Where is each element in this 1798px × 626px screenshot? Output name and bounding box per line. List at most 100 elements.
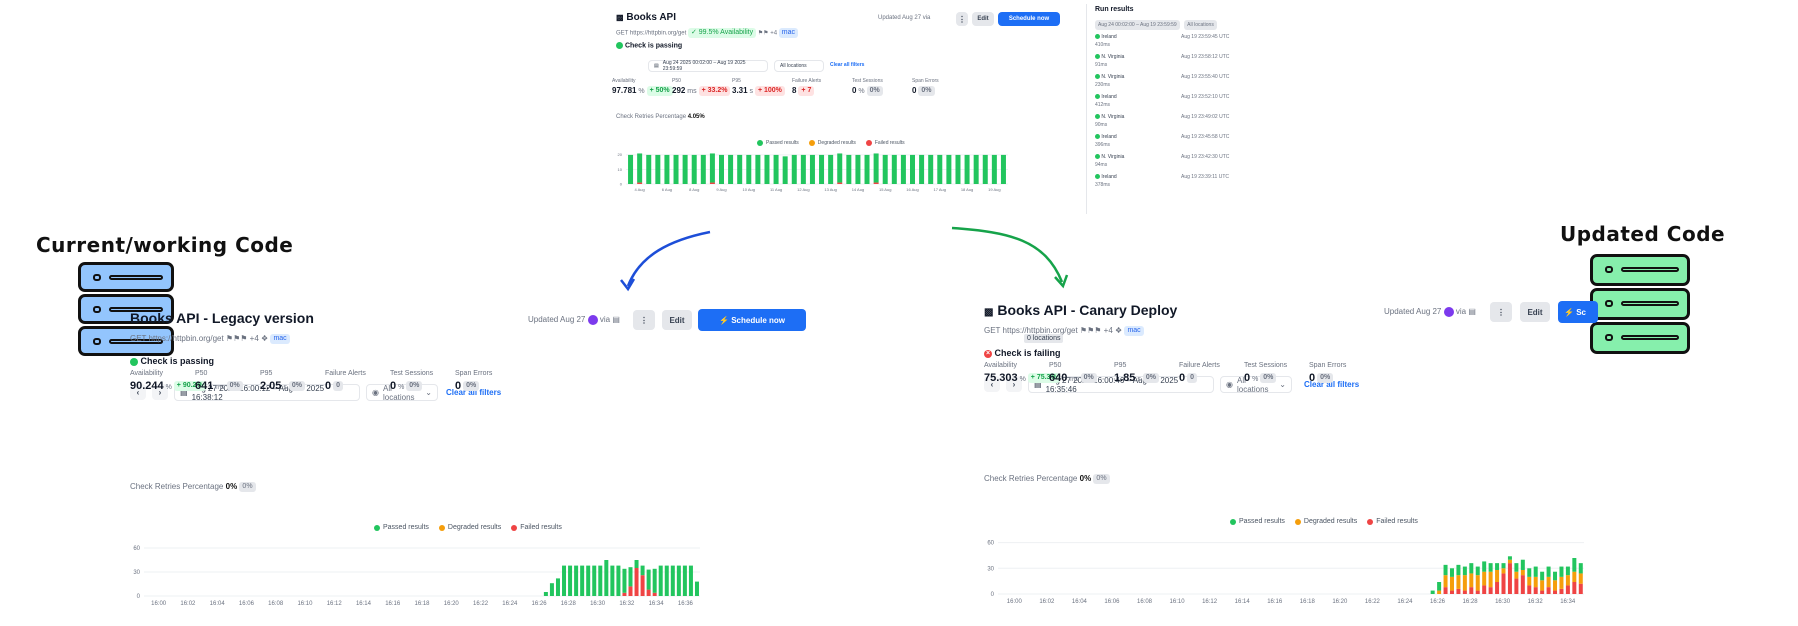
chart-bar [1495, 570, 1500, 582]
metric-number: 0 [912, 86, 917, 96]
chart-bar [828, 154, 834, 184]
chart-bar [1501, 573, 1506, 594]
more-button[interactable]: ⋮ [1490, 302, 1512, 322]
metric-value: 0 0% [912, 86, 935, 96]
chart-bar [1507, 559, 1512, 564]
run-result-row[interactable]: N. Virginia Aug 19 23:49:02 UTC 90ms [1095, 114, 1251, 128]
chart-bar [1578, 573, 1583, 584]
chart-bar [1578, 563, 1583, 574]
metric-label: P50 [195, 370, 208, 377]
metric-delta: 0 [333, 381, 343, 392]
x-tick-label: 8 Aug [689, 187, 699, 192]
more-button[interactable]: ⋮ [633, 310, 655, 330]
clear-filters-link[interactable]: Clear all filters [1304, 380, 1360, 389]
prev-button[interactable]: ‹ [130, 384, 146, 400]
chart-bar [616, 565, 621, 596]
chart-bar [549, 583, 554, 596]
check-url: GET https://httpbin.org/get [616, 30, 687, 37]
metric-value: 8 + 7 [792, 86, 815, 96]
metric-delta: 0% [866, 86, 883, 96]
metric-number: 0 [1309, 372, 1316, 384]
run-result-row[interactable]: N. Virginia Aug 19 23:42:30 UTC 94ms [1095, 154, 1251, 168]
passing-status-icon [1095, 94, 1100, 100]
chart-bar [688, 565, 693, 596]
chart-bar [628, 567, 633, 587]
next-button[interactable]: › [1006, 376, 1022, 392]
chart-bar [670, 565, 675, 596]
metric-delta: 0% [1260, 373, 1277, 384]
clear-filters-link[interactable]: Clear all filters [830, 62, 865, 68]
chart-bar [800, 154, 806, 184]
x-tick-label: 17 Aug [934, 187, 946, 192]
next-button[interactable]: › [152, 384, 168, 400]
chevron-down-icon: ⌄ [425, 388, 432, 397]
x-tick-label: 16:04 [210, 601, 226, 606]
metric-value: 0 % 0% [1244, 372, 1277, 384]
y-tick-label: 0 [991, 592, 995, 598]
x-tick-label: 16 Aug [906, 187, 918, 192]
prev-button[interactable]: ‹ [984, 376, 1000, 392]
run-time: Aug 19 23:59:45 UTC [1181, 34, 1230, 40]
edit-button[interactable]: Edit [972, 12, 994, 26]
passing-status-icon [1095, 74, 1100, 80]
chart-bar [973, 154, 979, 184]
chart-bar [1475, 590, 1480, 594]
metric-label: Failure Alerts [1179, 362, 1220, 369]
right-legend: Passed results Degraded results Failed res… [1230, 518, 1418, 525]
run-result-row[interactable]: N. Virginia Aug 19 23:58:12 UTC 91ms [1095, 54, 1251, 68]
run-result-row[interactable]: N. Virginia Aug 19 23:55:40 UTC 230ms [1095, 74, 1251, 88]
metric-value: 640 ms 0% [1049, 372, 1097, 384]
metric-unit: % [1017, 376, 1028, 383]
chart-bar [910, 154, 915, 184]
chart-bar [782, 156, 788, 184]
schedule-button[interactable]: Schedule now [998, 12, 1060, 26]
chart-bar [1469, 563, 1474, 574]
chart-bar [1533, 566, 1538, 577]
date-range-filter[interactable]: ▤ Aug 27 2025 16:00:12 – Aug 27 2025 16:3… [174, 384, 360, 402]
chart-bar [562, 565, 567, 596]
more-button[interactable]: ⋮ [956, 12, 968, 26]
x-tick-label: 16:14 [1235, 599, 1251, 605]
run-location: N. Virginia [1100, 154, 1125, 160]
updated-text: Updated Aug 27 [878, 15, 922, 21]
locations-filter[interactable]: All locations [774, 60, 824, 72]
chart-bar [640, 565, 645, 576]
y-tick-label: 0 [620, 181, 623, 186]
chart-bar [1527, 576, 1532, 586]
chart-bar [1462, 566, 1467, 576]
x-tick-label: 14 Aug [852, 187, 864, 192]
current-code-server-icon [78, 262, 174, 358]
run-result-row[interactable]: Ireland Aug 19 23:39:11 UTC 378ms [1095, 174, 1251, 188]
chart-bar [1565, 575, 1570, 586]
x-tick-label: 16:12 [1202, 599, 1218, 605]
run-result-row[interactable]: Ireland Aug 19 23:52:10 UTC 412ms [1095, 94, 1251, 108]
run-results-range: Aug 24 00:02:00 – Aug 19 23:59:59 [1095, 19, 1180, 30]
run-result-row[interactable]: Ireland Aug 19 23:59:45 UTC 410ms [1095, 34, 1251, 48]
metric-delta: 0% [288, 381, 305, 392]
metric-label: P95 [732, 78, 741, 84]
edit-button[interactable]: Edit [662, 310, 692, 330]
metric-label: P50 [672, 78, 681, 84]
edit-button[interactable]: Edit [1520, 302, 1550, 322]
date-range-filter[interactable]: ▤ Aug 27 2025 16:00:46 – Aug 27 2025 16:3… [1028, 376, 1214, 394]
run-result-row[interactable]: Ireland Aug 19 23:45:58 UTC 396ms [1095, 134, 1251, 148]
chart-bar [837, 182, 843, 184]
chart-bar [694, 581, 699, 596]
top-chart: 0 10 20 4 Aug 6 Aug 8 Aug 9 Aug 10 Aug 11 Aug 12 … [618, 152, 1008, 192]
schedule-button[interactable]: ⚡ Schedule now [698, 309, 806, 331]
x-tick-label: 19 Aug [988, 187, 1000, 192]
schedule-button[interactable]: ⚡ Sc [1558, 301, 1598, 323]
metric-delta: 0% [1142, 373, 1159, 384]
chart-bar [1482, 571, 1487, 586]
x-tick-label: 16:06 [1104, 599, 1120, 605]
legend-item: Failed results [865, 140, 905, 146]
clear-filters-link[interactable]: Clear all filters [446, 388, 502, 397]
top-legend: Passed results Degraded results Failed res… [757, 140, 905, 146]
chart-bar [846, 154, 852, 184]
x-tick-label: 6 Aug [662, 187, 672, 192]
metric-label: Availability [130, 370, 163, 377]
check-title: Books API [626, 12, 676, 23]
chart-bar [1443, 564, 1448, 576]
check-title: Books API - Canary Deploy [997, 302, 1178, 318]
date-range-filter[interactable]: ▤ Aug 24 2025 00:02:00 – Aug 19 2025 23:5… [648, 60, 768, 72]
